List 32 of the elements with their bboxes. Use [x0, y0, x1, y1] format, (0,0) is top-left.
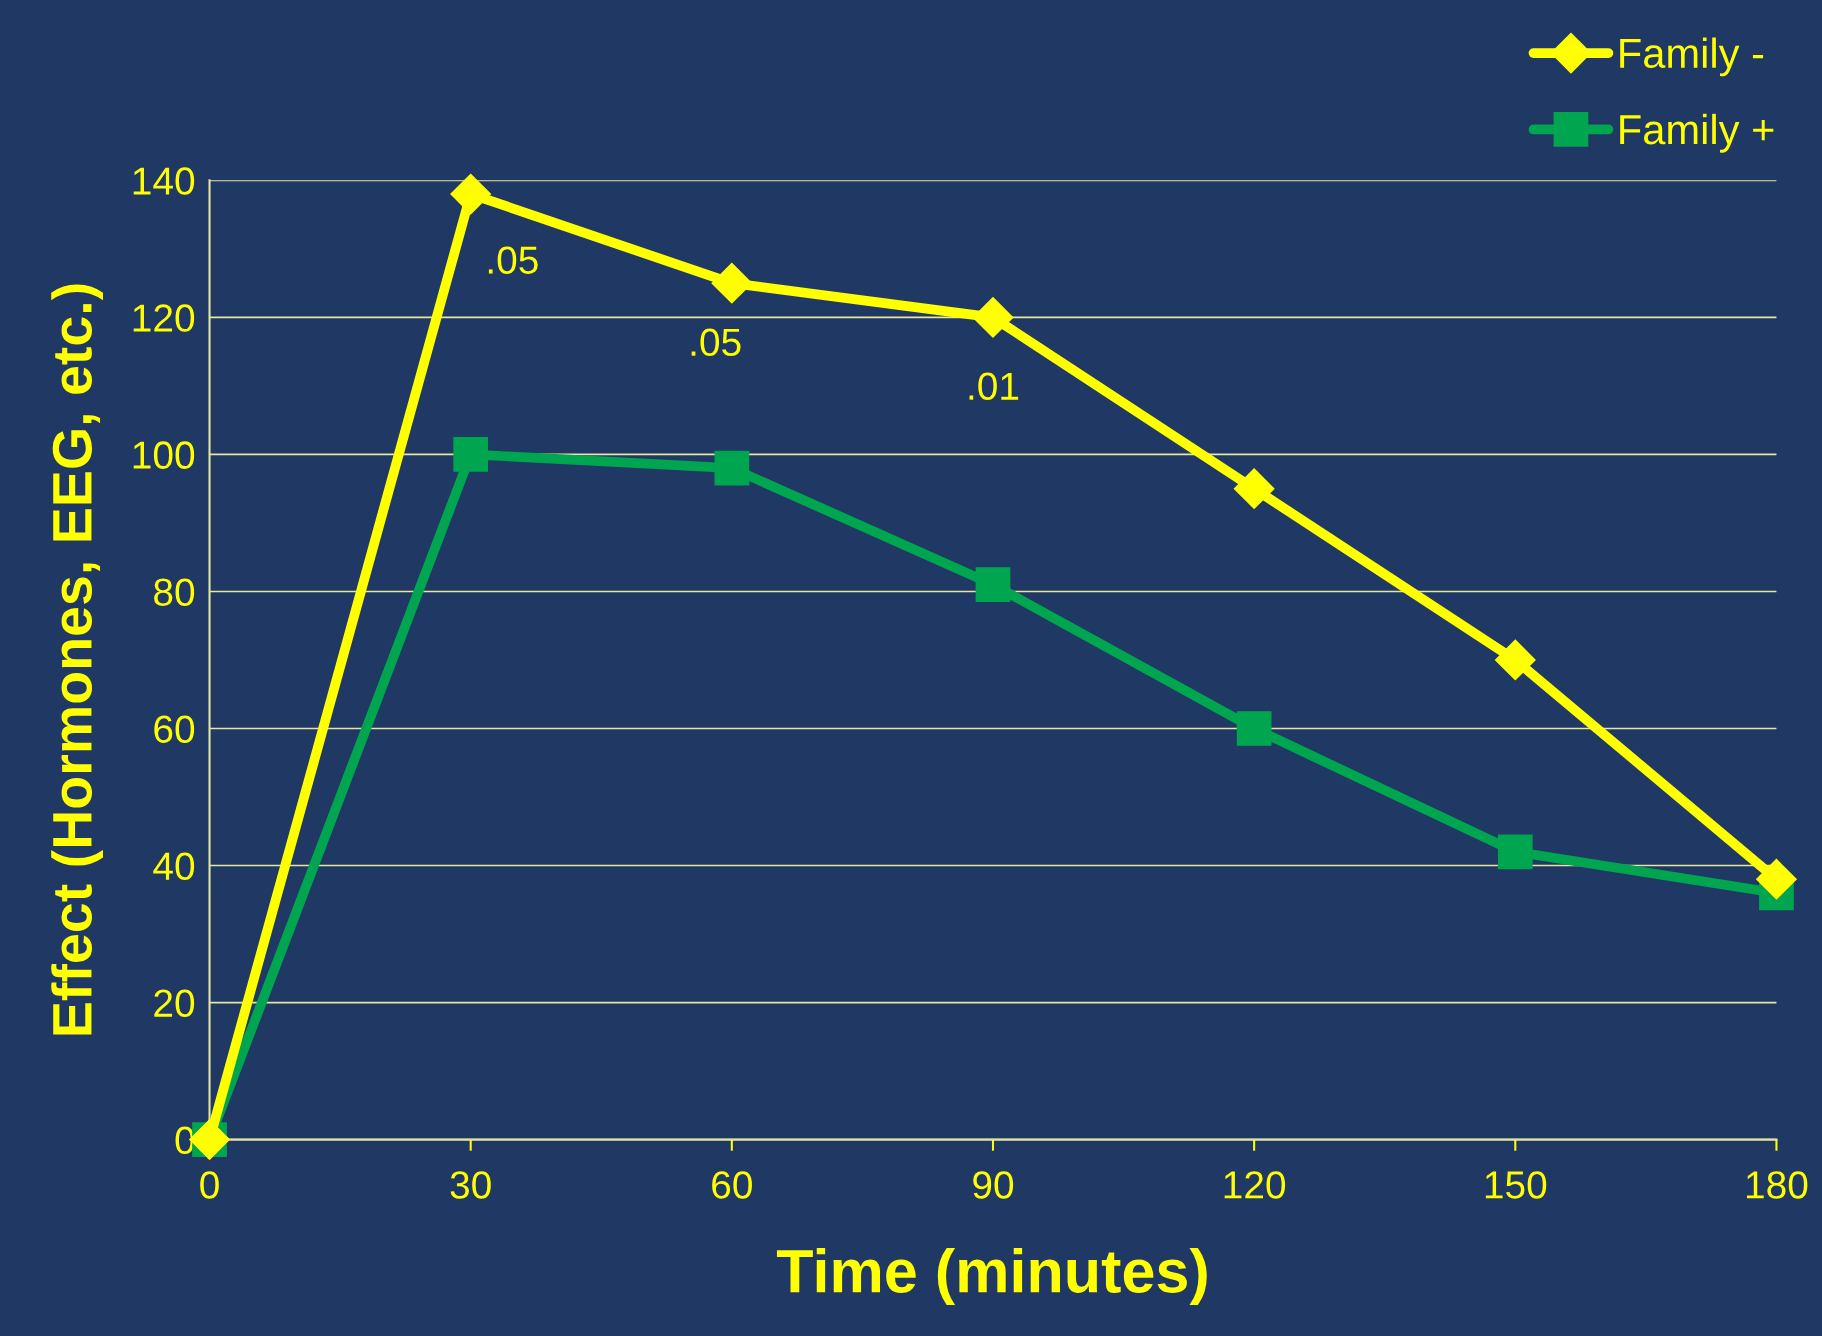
legend-label: Family +	[1620, 113, 1774, 153]
point	[1233, 468, 1275, 510]
point	[1497, 834, 1533, 870]
point	[1494, 639, 1536, 681]
legend-label: Family -	[1620, 37, 1764, 77]
y-tick-label: 80	[154, 578, 195, 606]
point	[450, 173, 492, 215]
annotation: .05	[488, 246, 538, 274]
point	[1756, 858, 1797, 900]
point	[972, 297, 1014, 338]
point	[975, 567, 1011, 602]
x-tick-label: 90	[973, 1171, 1014, 1199]
x-axis-title: Time (minutes)	[776, 1248, 1207, 1306]
y-tick-label: 100	[133, 441, 195, 469]
y-tick-label: 20	[154, 989, 195, 1018]
x-tick-label: 150	[1485, 1171, 1547, 1199]
annotation: .01	[969, 372, 1019, 401]
annotation: .05	[691, 328, 741, 357]
y-tick-label: 140	[133, 167, 195, 195]
x-tick-label: 0	[200, 1171, 219, 1199]
point	[1236, 711, 1272, 746]
y-tick-label: 120	[133, 304, 195, 332]
y-tick-label: 60	[154, 715, 195, 743]
x-tick-label: 30	[450, 1171, 491, 1199]
point	[714, 450, 750, 486]
point	[453, 437, 489, 472]
y-axis-title: Effect (Hormones, EEG, etc.)	[51, 284, 103, 1035]
x-tick-label: 180	[1746, 1171, 1808, 1199]
y-tick-label: 40	[153, 852, 195, 881]
x-tick-label: 60	[712, 1171, 752, 1199]
point	[711, 262, 753, 304]
x-tick-label: 120	[1224, 1171, 1286, 1199]
